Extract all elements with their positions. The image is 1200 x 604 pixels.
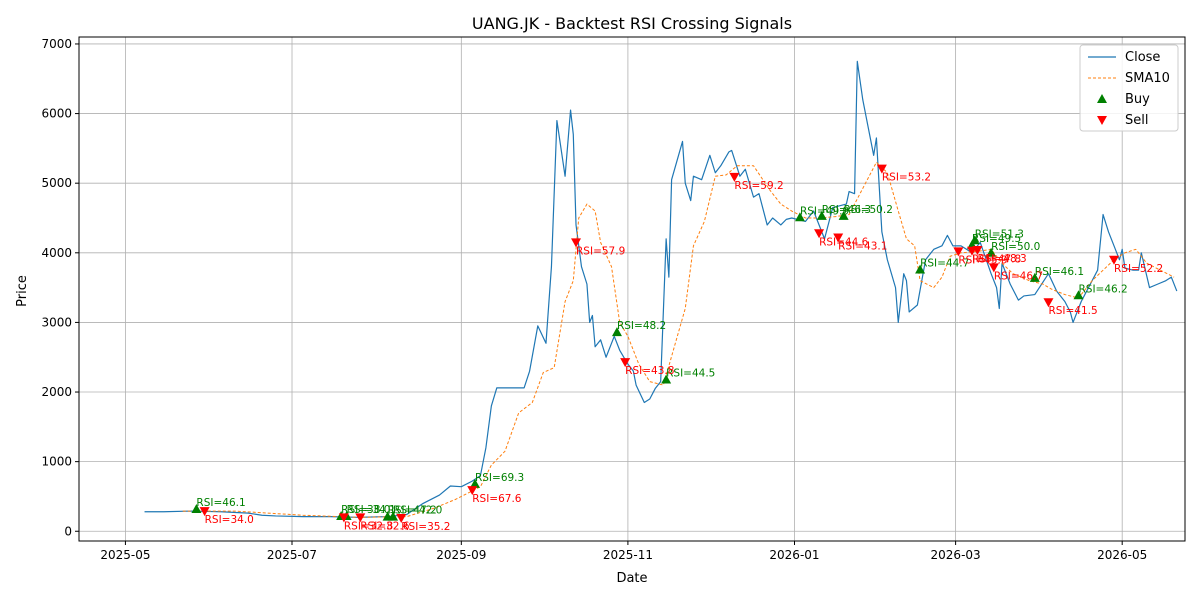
x-tick-label: 2026-03 (931, 548, 981, 562)
buy-signal-marker (816, 210, 827, 220)
sell-signal-marker (1043, 298, 1054, 308)
x-tick-label: 2025-05 (100, 548, 150, 562)
buy-signal-label: RSI=44.5 (666, 367, 715, 379)
sell-signal-label: RSI=53.2 (882, 172, 931, 184)
buy-signal-label: RSI=49.9 (800, 205, 849, 217)
sell-signal-label: RSI=57.9 (576, 245, 625, 257)
buy-signal-label: RSI=46.1 (196, 497, 245, 509)
buy-signal-label: RSI=49.5 (972, 233, 1021, 245)
grid-group (79, 37, 1185, 541)
buy-signal-label: RSI=69.3 (475, 472, 524, 484)
sell-signal-label: RSI=67.6 (472, 493, 522, 505)
sell-signal-label: RSI=45.9 (958, 254, 1007, 266)
legend-label-sell: Sell (1125, 113, 1148, 128)
sell-signal-marker (199, 507, 210, 517)
sell-signal-marker (729, 172, 740, 182)
sell-signal-marker (814, 229, 825, 239)
buy-signal-label: RSI=50.0 (991, 241, 1040, 253)
y-tick-label: 4000 (41, 246, 72, 260)
legend: Close SMA10 Buy Sell (1079, 44, 1179, 132)
series-group (144, 60, 1178, 518)
plot-frame (78, 36, 1186, 542)
sell-signal-marker (620, 358, 631, 368)
buy-signal-marker (838, 210, 849, 220)
buy-signal-marker (915, 264, 926, 274)
y-tick-label: 0 (64, 524, 72, 538)
sell-signal-marker (396, 514, 407, 524)
buy-signal-label: RSI=44.7 (920, 258, 969, 270)
y-tick-label: 6000 (41, 107, 72, 121)
x-tick-label: 2025-09 (436, 548, 486, 562)
sell-signal-label: RSI=48.3 (977, 253, 1026, 265)
buy-signal-label: RSI=46.3 (822, 204, 871, 216)
signal-group: RSI=46.1 RSI=38.0RSI=34.1RSI=47.2RSI=42.0… (191, 164, 1163, 533)
sell-signal-marker (338, 513, 349, 523)
y-tick-label: 7000 (41, 37, 72, 51)
buy-signal-marker (969, 235, 980, 245)
y-tick-label: 2000 (41, 385, 72, 399)
sell-signal-marker (833, 233, 844, 243)
y-tick-label: 1000 (41, 455, 72, 469)
buy-signal-marker (1073, 290, 1084, 300)
sell-signal-marker (467, 486, 478, 496)
buy-signal-label: RSI=38.0 (341, 504, 390, 516)
sell-signal-marker (355, 513, 366, 523)
tick-group: 2025-05 2025-07 2025-09 2025-11 2026-01 2026-… (41, 37, 1147, 562)
legend-box (1079, 44, 1179, 132)
buy-signal-label: RSI=46.2 (1078, 283, 1127, 295)
y-tick-label: 3000 (41, 315, 72, 329)
sell-signal-label: RSI=59.2 (734, 180, 783, 192)
sell-signal-label: RSI=47.8 (972, 254, 1021, 266)
buy-signal-marker (611, 327, 622, 337)
sell-signal-marker (988, 263, 999, 273)
x-tick-label: 2026-05 (1097, 548, 1147, 562)
sma10-line (182, 161, 1175, 518)
buy-signal-marker (191, 503, 202, 513)
legend-sell-swatch (1097, 116, 1107, 125)
buy-signal-marker (1029, 272, 1040, 282)
sell-signal-label: RSI=32.6 (360, 520, 410, 532)
sell-signal-label: RSI=44.6 (819, 236, 869, 248)
x-tick-label: 2025-11 (603, 548, 653, 562)
buy-signal-label: RSI=46.1 (1035, 266, 1084, 278)
x-tick-label: 2026-01 (769, 548, 819, 562)
sell-signal-label: RSI=52.2 (1114, 263, 1163, 275)
sell-signal-marker (972, 246, 983, 256)
sell-signal-label: RSI=35.2 (401, 521, 450, 533)
buy-signal-label: RSI=48.2 (617, 320, 666, 332)
sell-signal-label: RSI=46.7 (994, 270, 1043, 282)
buy-signal-label: RSI=51.3 (975, 228, 1024, 240)
sell-signal-marker (953, 247, 964, 257)
y-axis-label: Price (15, 275, 30, 307)
sell-signal-label: RSI=32.8 (344, 520, 393, 532)
sell-signal-label: RSI=43.1 (838, 240, 887, 252)
close-price-line (144, 60, 1178, 518)
legend-label-sma: SMA10 (1125, 71, 1170, 86)
sell-signal-label: RSI=43.8 (625, 365, 674, 377)
buy-signal-marker (986, 247, 997, 257)
buy-signal-marker (794, 212, 805, 222)
buy-signal-marker (388, 511, 399, 521)
sell-signal-marker (876, 164, 887, 174)
buy-signal-label: RSI=50.2 (844, 204, 893, 216)
chart-title: UANG.JK - Backtest RSI Crossing Signals (472, 14, 792, 33)
sell-signal-label: RSI=34.0 (205, 514, 254, 526)
buy-signal-label: RSI=34.1 (347, 504, 396, 516)
buy-signal-marker (661, 374, 672, 384)
legend-label-buy: Buy (1125, 92, 1150, 107)
legend-label-close: Close (1125, 50, 1160, 65)
buy-signal-label: RSI=42.0 (393, 505, 442, 517)
x-tick-label: 2025-07 (267, 548, 317, 562)
x-axis-label: Date (616, 571, 647, 586)
buy-signal-label: RSI=47.2 (388, 505, 437, 517)
legend-buy-swatch (1097, 94, 1107, 103)
buy-signal-marker (469, 478, 480, 488)
sell-signal-label: RSI=41.5 (1048, 305, 1097, 317)
y-tick-label: 5000 (41, 176, 72, 190)
sell-signal-marker (1108, 255, 1119, 265)
sell-signal-marker (571, 238, 582, 248)
